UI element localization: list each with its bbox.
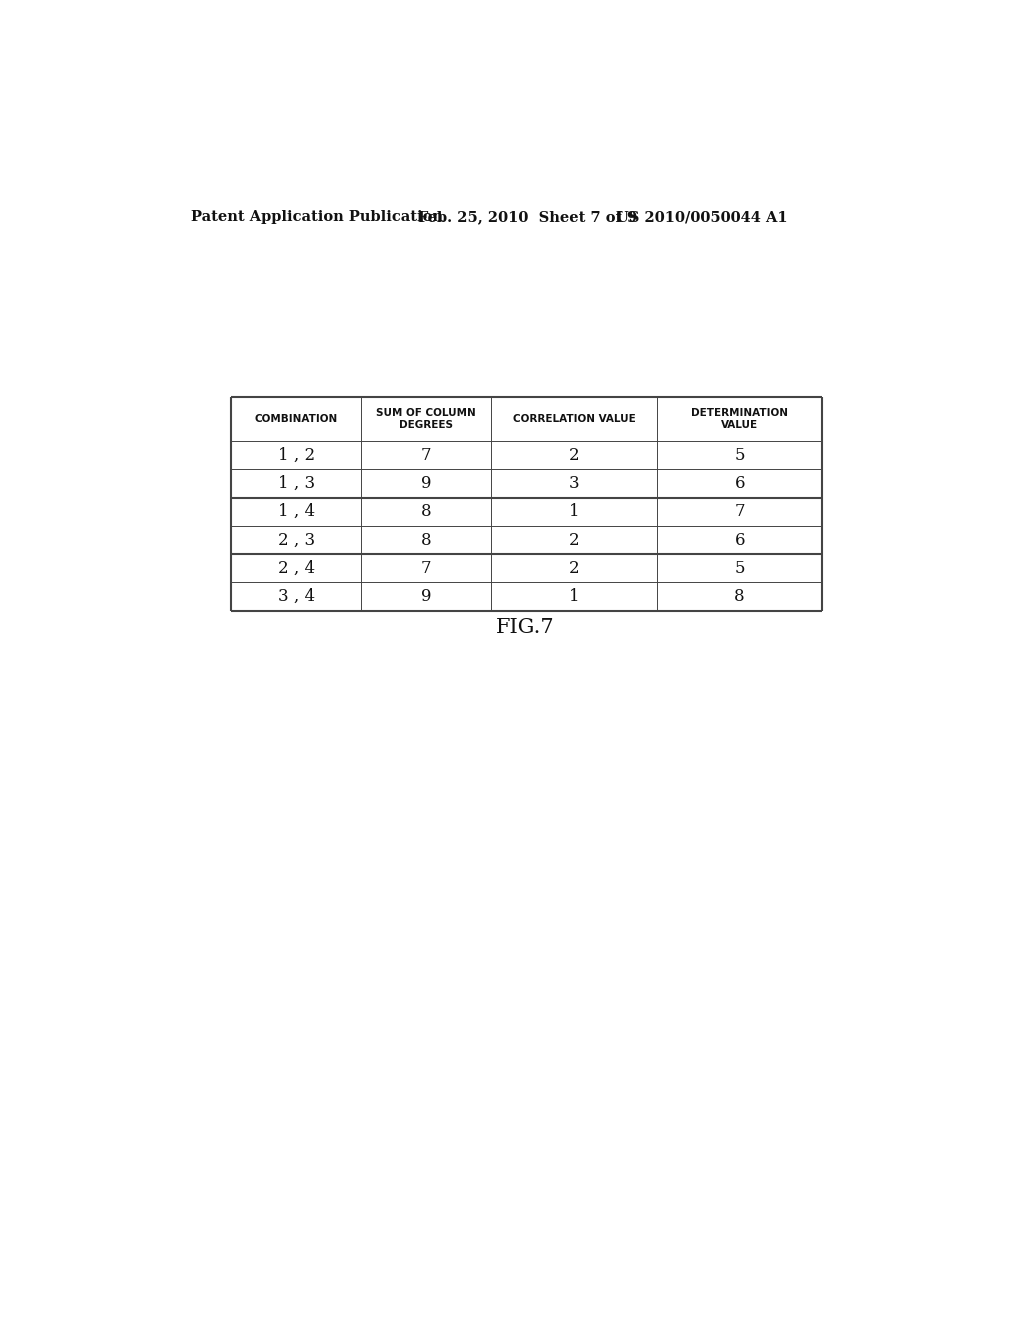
- Text: 2: 2: [568, 560, 580, 577]
- Text: Patent Application Publication: Patent Application Publication: [191, 210, 443, 224]
- Text: CORRELATION VALUE: CORRELATION VALUE: [513, 414, 636, 424]
- Text: 7: 7: [421, 446, 431, 463]
- Text: 9: 9: [421, 475, 431, 492]
- Text: 2 , 3: 2 , 3: [278, 532, 314, 549]
- Text: 6: 6: [734, 532, 744, 549]
- Text: 3: 3: [568, 475, 580, 492]
- Text: US 2010/0050044 A1: US 2010/0050044 A1: [616, 210, 787, 224]
- Text: FIG.7: FIG.7: [496, 619, 554, 638]
- Text: SUM OF COLUMN
DEGREES: SUM OF COLUMN DEGREES: [377, 408, 476, 430]
- Text: 1: 1: [568, 503, 580, 520]
- Text: 5: 5: [734, 560, 744, 577]
- Text: 8: 8: [421, 503, 431, 520]
- Text: Feb. 25, 2010  Sheet 7 of 9: Feb. 25, 2010 Sheet 7 of 9: [418, 210, 637, 224]
- Text: COMBINATION: COMBINATION: [255, 414, 338, 424]
- Text: 1 , 3: 1 , 3: [278, 475, 314, 492]
- Text: 9: 9: [421, 589, 431, 605]
- Text: 2: 2: [568, 532, 580, 549]
- Text: 1 , 4: 1 , 4: [278, 503, 314, 520]
- Text: 8: 8: [421, 532, 431, 549]
- Text: 2: 2: [568, 446, 580, 463]
- Text: 1 , 2: 1 , 2: [278, 446, 314, 463]
- Text: 8: 8: [734, 589, 744, 605]
- Text: 5: 5: [734, 446, 744, 463]
- Text: 7: 7: [734, 503, 744, 520]
- Text: 6: 6: [734, 475, 744, 492]
- Text: 7: 7: [421, 560, 431, 577]
- Text: DETERMINATION
VALUE: DETERMINATION VALUE: [691, 408, 788, 430]
- Text: 1: 1: [568, 589, 580, 605]
- Text: 3 , 4: 3 , 4: [278, 589, 314, 605]
- Text: 2 , 4: 2 , 4: [278, 560, 314, 577]
